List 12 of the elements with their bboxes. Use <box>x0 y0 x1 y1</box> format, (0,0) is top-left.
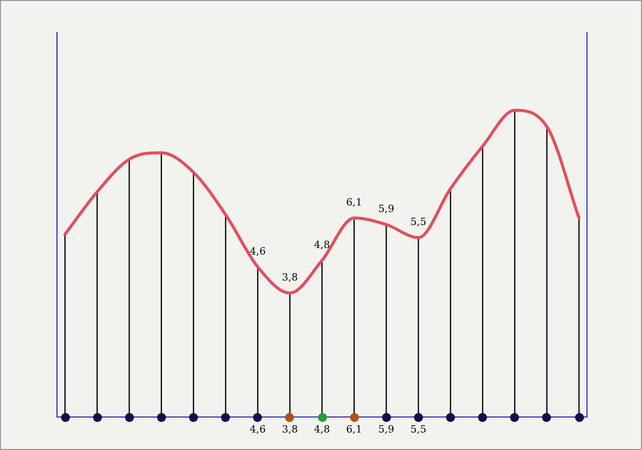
text: 5,5 <box>410 217 426 228</box>
text: 6,1 <box>346 198 362 209</box>
text: 4,8 <box>314 240 330 251</box>
data-label: 4,8 <box>314 424 330 436</box>
text: 3,8 <box>282 272 298 284</box>
data-label: 5,5 <box>410 424 426 436</box>
data-label: 4,6 <box>250 424 266 436</box>
data-label: 3,8 <box>282 424 298 436</box>
text: 4,6 <box>250 246 266 258</box>
data-label: 5,9 <box>378 424 394 436</box>
data-label: 6,1 <box>346 424 362 436</box>
text: 5,9 <box>378 204 394 216</box>
